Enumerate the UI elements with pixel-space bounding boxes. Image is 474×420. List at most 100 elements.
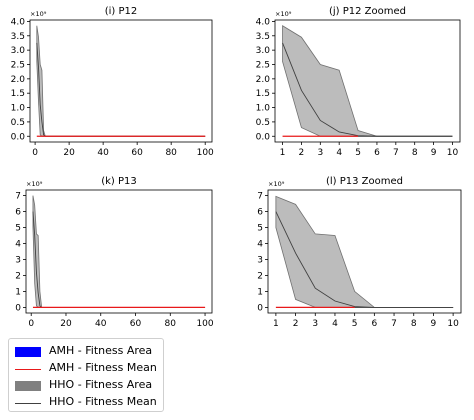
chart-title: (i) P12: [105, 6, 138, 17]
legend-item-amh-area: AMH - Fitness Area: [15, 342, 163, 360]
y-exponent-label: ×10⁹: [268, 180, 285, 188]
legend-swatch-hho-area: [15, 381, 41, 391]
chart-title: (k) P13: [101, 176, 137, 187]
x-tick-label: 8: [412, 148, 418, 158]
legend-line-amh-mean: [15, 369, 41, 370]
y-tick-label: 3.5: [256, 32, 270, 42]
y-tick-label: 2.5: [256, 60, 270, 70]
chart-panel-2: 0 20 40 60 80 100 0 1 2 3 4 5 6 7 ×10⁹ (k) P13: [15, 176, 214, 329]
y-tick-label: 5: [257, 224, 263, 234]
x-tick-label: 80: [165, 319, 177, 329]
y-tick-label: 3.5: [11, 32, 25, 42]
y-tick-label: 0: [15, 303, 21, 313]
y-tick-label: 7: [257, 192, 263, 202]
y-tick-label: 3: [257, 255, 263, 265]
x-tick-label: 3: [312, 319, 318, 329]
x-tick-label: 6: [371, 319, 377, 329]
chart-title: (j) P12 Zoomed: [329, 6, 406, 17]
plot-frame: [25, 189, 213, 314]
legend-item-amh-mean: AMH - Fitness Mean: [15, 359, 163, 377]
y-tick-label: 4.0: [256, 17, 271, 27]
y-tick-label: 1.5: [11, 89, 25, 99]
x-tick-label: 100: [196, 319, 213, 329]
y-tick-label: 1.0: [11, 104, 26, 114]
y-exponent-label: ×10⁹: [26, 180, 43, 188]
chart-panel-1: 1 2 3 4 5 6 7 8 9 10 0.0 0.5 1.0 1.5 2.0 2.5 3.0 3.5 4.0 ×1…: [256, 6, 461, 158]
legend-swatch-amh-area: [15, 347, 41, 357]
y-tick-label: 1.5: [256, 89, 270, 99]
x-tick-label: 0: [28, 319, 34, 329]
legend-line-hho-mean: [15, 403, 41, 404]
x-tick-label: 80: [165, 148, 177, 158]
legend-label: HHO - Fitness Area: [49, 378, 153, 391]
x-tick-label: 60: [131, 148, 143, 158]
y-tick-label: 0.0: [11, 132, 26, 142]
legend-label: HHO - Fitness Mean: [49, 395, 157, 408]
x-tick-label: 1: [280, 148, 286, 158]
x-tick-label: 10: [447, 148, 459, 158]
hho-fitness-mean-line: [36, 42, 206, 137]
hho-fitness-area: [282, 25, 453, 137]
x-tick-label: 20: [63, 148, 75, 158]
legend: AMH - Fitness Area AMH - Fitness Mean HH…: [8, 338, 164, 412]
hho-fitness-mean-line: [32, 211, 206, 308]
y-tick-label: 2.0: [11, 75, 26, 85]
y-tick-label: 2.0: [256, 75, 271, 85]
x-tick-label: 2: [293, 319, 299, 329]
x-tick-label: 10: [447, 319, 459, 329]
y-exponent-label: ×10⁹: [30, 10, 47, 18]
legend-label: AMH - Fitness Mean: [49, 361, 157, 374]
x-tick-label: 9: [431, 319, 437, 329]
x-tick-label: 9: [431, 148, 437, 158]
plot-frame: [267, 189, 462, 314]
x-tick-label: 60: [130, 319, 142, 329]
y-tick-label: 6: [15, 208, 21, 218]
y-tick-label: 4: [257, 240, 263, 250]
y-tick-label: 1: [257, 287, 263, 297]
x-tick-label: 0: [32, 148, 38, 158]
y-exponent-label: ×10⁹: [275, 10, 292, 18]
y-tick-label: 6: [257, 208, 263, 218]
y-tick-label: 1: [15, 287, 21, 297]
x-tick-label: 6: [374, 148, 380, 158]
x-tick-label: 7: [391, 319, 397, 329]
x-tick-label: 100: [197, 148, 214, 158]
hho-fitness-area: [275, 195, 454, 308]
chart-title: (l) P13 Zoomed: [326, 176, 403, 187]
x-tick-label: 40: [97, 148, 109, 158]
y-tick-label: 1.0: [256, 104, 271, 114]
x-tick-label: 20: [60, 319, 72, 329]
x-tick-label: 7: [393, 148, 399, 158]
x-tick-label: 5: [355, 148, 361, 158]
y-tick-label: 3: [15, 255, 21, 265]
y-tick-label: 0.0: [256, 132, 271, 142]
y-tick-label: 5: [15, 224, 21, 234]
y-tick-label: 7: [15, 192, 21, 202]
legend-label: AMH - Fitness Area: [49, 344, 153, 357]
y-tick-label: 2.5: [11, 60, 25, 70]
y-tick-label: 3.0: [11, 46, 26, 56]
legend-item-hho-area: HHO - Fitness Area: [15, 376, 163, 394]
legend-item-hho-mean: HHO - Fitness Mean: [15, 393, 163, 411]
y-tick-label: 2: [15, 271, 21, 281]
x-tick-label: 1: [273, 319, 279, 329]
x-tick-label: 2: [299, 148, 305, 158]
y-tick-label: 4.0: [11, 17, 26, 27]
plot-frame: [29, 19, 213, 143]
charts-figure: 0 20 40 60 80 1000.00.51.01.52.02.53.03.54.0×…: [11, 6, 462, 329]
plot-frame: [274, 19, 461, 143]
x-tick-label: 4: [336, 148, 342, 158]
x-tick-label: 4: [332, 319, 338, 329]
x-tick-label: 8: [411, 319, 417, 329]
chart-panel-0: 0 20 40 60 80 100 0.0 0.5 1.0 1.5 2.0 2.5 3.0 3.5 4.0 ×…: [11, 6, 214, 158]
y-tick-label: 2: [257, 271, 263, 281]
y-tick-label: 0.5: [256, 118, 270, 128]
y-tick-label: 3.0: [256, 46, 271, 56]
hho-fitness-area: [36, 25, 206, 137]
y-tick-label: 0: [257, 303, 263, 313]
y-tick-label: 0.5: [11, 118, 25, 128]
x-tick-label: 5: [352, 319, 358, 329]
y-tick-label: 4: [15, 240, 21, 250]
x-tick-label: 40: [95, 319, 107, 329]
